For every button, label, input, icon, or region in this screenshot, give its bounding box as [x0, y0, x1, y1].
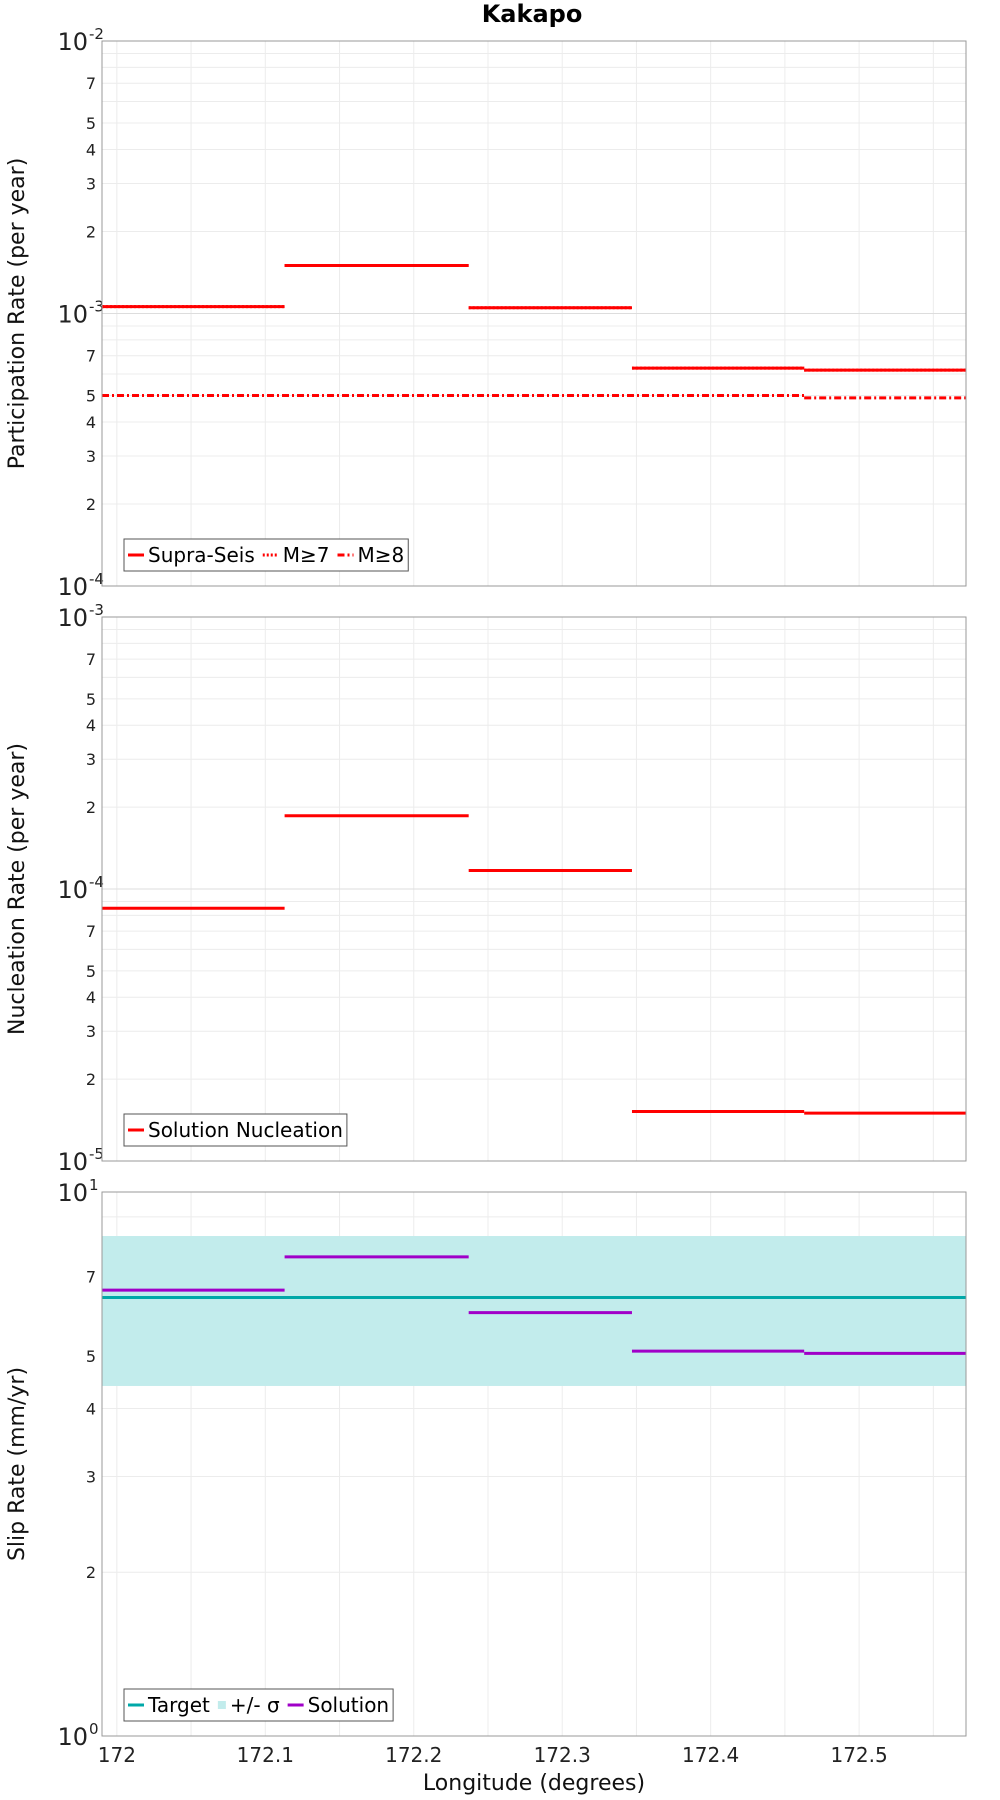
y-tick-label-exponent: -2 [89, 25, 104, 43]
y-tick-label: 2 [86, 495, 96, 514]
x-tick-label: 172.4 [682, 1743, 739, 1767]
legend: Supra-Seis M≥7 M≥8 [123, 538, 409, 572]
y-tick-label: 5 [86, 690, 96, 709]
y-tick-label: 3 [86, 1022, 96, 1041]
y-tick-label: 4 [86, 716, 96, 735]
y-tick-label: 4 [86, 988, 96, 1007]
x-tick-label: 172.3 [534, 1743, 591, 1767]
y-tick-label: 2 [86, 1070, 96, 1089]
y-tick-label: 3 [86, 174, 96, 193]
plot-frame [101, 1191, 967, 1737]
plot-frame [101, 616, 967, 1162]
y-tick-label: 5 [86, 1347, 96, 1366]
y-tick-label: 2 [86, 1563, 96, 1582]
y-tick-label: 2 [86, 798, 96, 817]
x-tick-label: 172.1 [237, 1743, 294, 1767]
y-tick-label-decade: 10 [57, 573, 88, 601]
legend-label: M≥8 [358, 543, 405, 567]
y-tick-label: 7 [86, 74, 96, 93]
y-tick-label: 4 [86, 413, 96, 432]
plot-frame [101, 40, 967, 587]
y-tick-label-decade: 10 [57, 876, 88, 904]
y-axis-label: Participation Rate (per year) [5, 158, 30, 470]
legend-frame [123, 538, 409, 572]
y-tick-label-exponent: -3 [89, 298, 104, 316]
x-axis-label: Longitude (degrees) [423, 1771, 645, 1796]
y-axis-label: Nucleation Rate (per year) [5, 743, 30, 1035]
x-tick-label: 172.5 [830, 1743, 887, 1767]
legend-label: M≥7 [283, 543, 330, 567]
y-tick-label: 7 [86, 1267, 96, 1286]
legend-label: Solution Nucleation [148, 1118, 343, 1142]
y-tick-label: 3 [86, 750, 96, 769]
y-tick-label-decade: 10 [57, 604, 88, 632]
chart-title: Kakapo [482, 0, 583, 28]
legend-frame [123, 1113, 348, 1147]
y-tick-label-decade: 10 [57, 1179, 88, 1207]
legend-label: Target [147, 1693, 210, 1717]
y-tick-label-decade: 10 [57, 301, 88, 329]
legend-label: Supra-Seis [148, 543, 255, 567]
legend: Target +/- σ Solution [123, 1688, 394, 1722]
x-tick-label: 172 [98, 1743, 136, 1767]
legend-swatch [217, 1701, 226, 1709]
legend-label: Solution [308, 1693, 389, 1717]
y-tick-label: 3 [86, 447, 96, 466]
y-tick-label: 5 [86, 387, 96, 406]
y-tick-label-exponent: 1 [89, 1176, 99, 1194]
y-tick-label-exponent: -3 [89, 601, 104, 619]
y-tick-label-exponent: -4 [89, 873, 104, 891]
x-tick-label: 172.2 [385, 1743, 442, 1767]
y-tick-label-decade: 10 [57, 1723, 88, 1751]
uncertainty-band [102, 1236, 966, 1386]
y-tick-label-decade: 10 [57, 28, 88, 56]
legend: Solution Nucleation [123, 1113, 348, 1147]
y-tick-label-decade: 10 [57, 1148, 88, 1176]
y-tick-label: 2 [86, 222, 96, 241]
y-tick-label: 7 [86, 650, 96, 669]
y-tick-label: 4 [86, 140, 96, 159]
y-tick-label-exponent: 0 [89, 1720, 99, 1738]
y-tick-label-exponent: -4 [89, 570, 104, 588]
y-tick-label: 7 [86, 347, 96, 366]
legend-frame [123, 1688, 394, 1722]
y-tick-label: 7 [86, 922, 96, 941]
y-tick-label: 3 [86, 1467, 96, 1486]
y-axis-label: Slip Rate (mm/yr) [5, 1367, 30, 1561]
y-tick-label: 4 [86, 1399, 96, 1418]
legend-label: +/- σ [230, 1693, 280, 1717]
y-tick-label-exponent: -5 [89, 1145, 104, 1163]
y-tick-label: 5 [86, 962, 96, 981]
y-tick-label: 5 [86, 114, 96, 133]
